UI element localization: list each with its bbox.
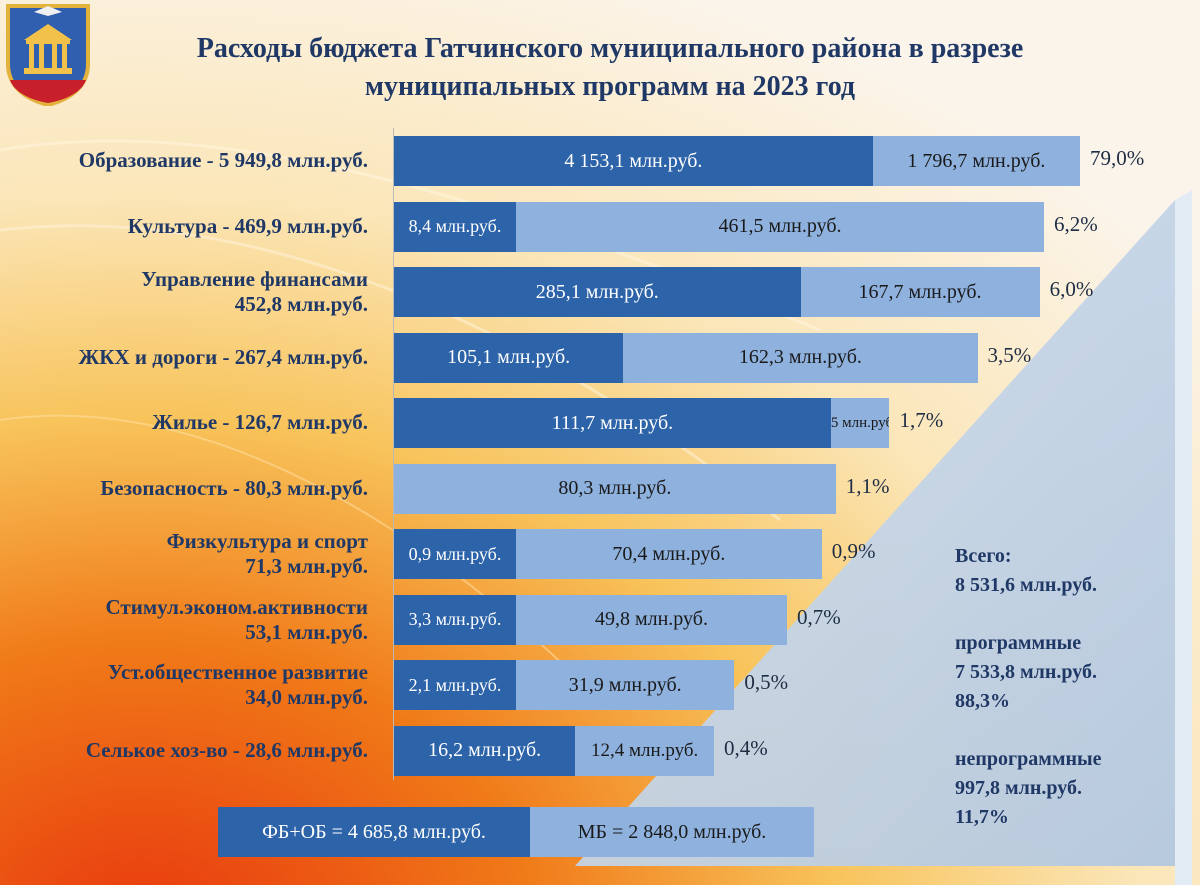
bar-segment-federal-regional: 111,7 млн.руб. — [394, 398, 831, 448]
share-percent-label: 3,5% — [987, 342, 1032, 367]
coat-of-arms-emblem — [6, 4, 90, 106]
category-label: Управление финансами 452,8 млн.руб. — [141, 267, 368, 316]
category-label: Уст.общественное развитие 34,0 млн.руб. — [107, 660, 368, 709]
bar-segment-federal-regional: 0,9 млн.руб. — [394, 529, 516, 579]
bar-row: 8,4 млн.руб. 461,5 млн.руб. — [394, 201, 1044, 252]
share-percent-label: 0,9% — [831, 539, 876, 563]
bar-row: 105,1 млн.руб. 162,3 млн.руб. — [394, 332, 978, 383]
bar-segment-federal-regional: 16,2 млн.руб. — [394, 725, 576, 776]
category-label: Культура - 469,9 млн.руб. — [127, 213, 368, 238]
bar-row: 16,2 млн.руб. 12,4 млн.руб. — [394, 725, 714, 776]
bar-segment-federal-regional: 2,1 млн.руб. — [394, 660, 516, 710]
bar-row: 80,3 млн.руб. — [394, 463, 836, 514]
share-percent-label: 79,0% — [1090, 146, 1145, 170]
legend-municipal: МБ = 2 848,0 млн.руб. — [530, 807, 814, 857]
bar-row: 0,9 млн.руб. 70,4 млн.руб. — [394, 529, 822, 579]
share-percent-label: 1,7% — [899, 408, 944, 432]
budget-summary: Всего: 8 531,6 млн.руб. программные 7 53… — [955, 542, 1102, 832]
title-line-2: муниципальных программ на 2023 год — [364, 71, 856, 102]
bar-segment-municipal: 1 796,7 млн.руб. — [872, 136, 1080, 186]
summary-program-pct: 88,3% — [955, 690, 1010, 712]
share-percent-label: 0,4% — [724, 735, 768, 760]
bar-segment-federal-regional: 285,1 млн.руб. — [394, 267, 801, 317]
category-label: Физкультура и спорт 71,3 млн.руб. — [166, 529, 368, 578]
legend: ФБ+ОБ = 4 685,8 млн.руб. МБ = 2 848,0 мл… — [218, 807, 814, 857]
share-percent-label: 0,7% — [796, 604, 841, 629]
summary-total-value: 8 531,6 млн.руб. — [955, 574, 1097, 596]
bar-segment-municipal: 80,3 млн.руб. — [394, 463, 836, 514]
category-label: Селькое хоз-во - 28,6 млн.руб. — [85, 737, 368, 762]
bar-segment-municipal: 70,4 млн.руб. — [516, 529, 822, 579]
share-percent-label: 1,1% — [845, 473, 890, 498]
summary-total-label: Всего: — [955, 545, 1012, 567]
share-percent-label: 6,0% — [1049, 277, 1094, 301]
category-label: Жилье - 126,7 млн.руб. — [152, 410, 368, 434]
share-percent-label: 6,2% — [1054, 211, 1098, 236]
title-line-1: Расходы бюджета Гатчинского муниципально… — [196, 33, 1024, 64]
legend-federal-regional: ФБ+ОБ = 4 685,8 млн.руб. — [218, 807, 530, 857]
category-label: Безопасность - 80,3 млн.руб. — [100, 475, 368, 500]
category-axis-line — [393, 128, 394, 780]
bar-segment-municipal: 162,3 млн.руб. — [623, 332, 978, 383]
bar-segment-municipal: 15 млн.руб. — [830, 398, 890, 448]
summary-nonprogram-pct: 11,7% — [955, 806, 1009, 828]
bar-segment-federal-regional: 8,4 млн.руб. — [394, 201, 516, 252]
bar-row: 285,1 млн.руб. 167,7 млн.руб. — [394, 267, 1040, 317]
bar-segment-municipal: 461,5 млн.руб. — [516, 201, 1044, 252]
bar-row: 4 153,1 млн.руб. 1 796,7 млн.руб. — [394, 136, 1080, 186]
bar-segment-federal-regional: 4 153,1 млн.руб. — [394, 136, 873, 186]
category-label: Образование - 5 949,8 млн.руб. — [78, 148, 368, 172]
category-label: ЖКХ и дороги - 267,4 млн.руб. — [78, 344, 369, 369]
bar-segment-federal-regional: 105,1 млн.руб. — [394, 332, 624, 383]
bar-row: 2,1 млн.руб. 31,9 млн.руб. — [394, 660, 735, 710]
bar-row: 3,3 млн.руб. 49,8 млн.руб. — [394, 594, 787, 645]
summary-nonprogram-value: 997,8 млн.руб. — [955, 777, 1082, 799]
bar-segment-federal-regional: 3,3 млн.руб. — [394, 594, 516, 645]
share-percent-label: 0,5% — [744, 670, 789, 694]
summary-nonprogram-label: непрограммные — [955, 748, 1102, 770]
bar-row: 111,7 млн.руб.15 млн.руб. — [394, 398, 890, 448]
category-label: Стимул.эконом.активности 53,1 млн.руб. — [105, 594, 368, 644]
bar-segment-municipal: 31,9 млн.руб. — [516, 660, 735, 710]
bar-segment-municipal: 12,4 млн.руб. — [575, 725, 714, 776]
chart-title: Расходы бюджета Гатчинского муниципально… — [110, 30, 1110, 106]
bar-segment-municipal: 49,8 млн.руб. — [516, 594, 787, 645]
summary-program-value: 7 533,8 млн.руб. — [955, 661, 1097, 683]
bar-segment-municipal: 167,7 млн.руб. — [800, 267, 1040, 317]
summary-program-label: программные — [955, 632, 1082, 654]
